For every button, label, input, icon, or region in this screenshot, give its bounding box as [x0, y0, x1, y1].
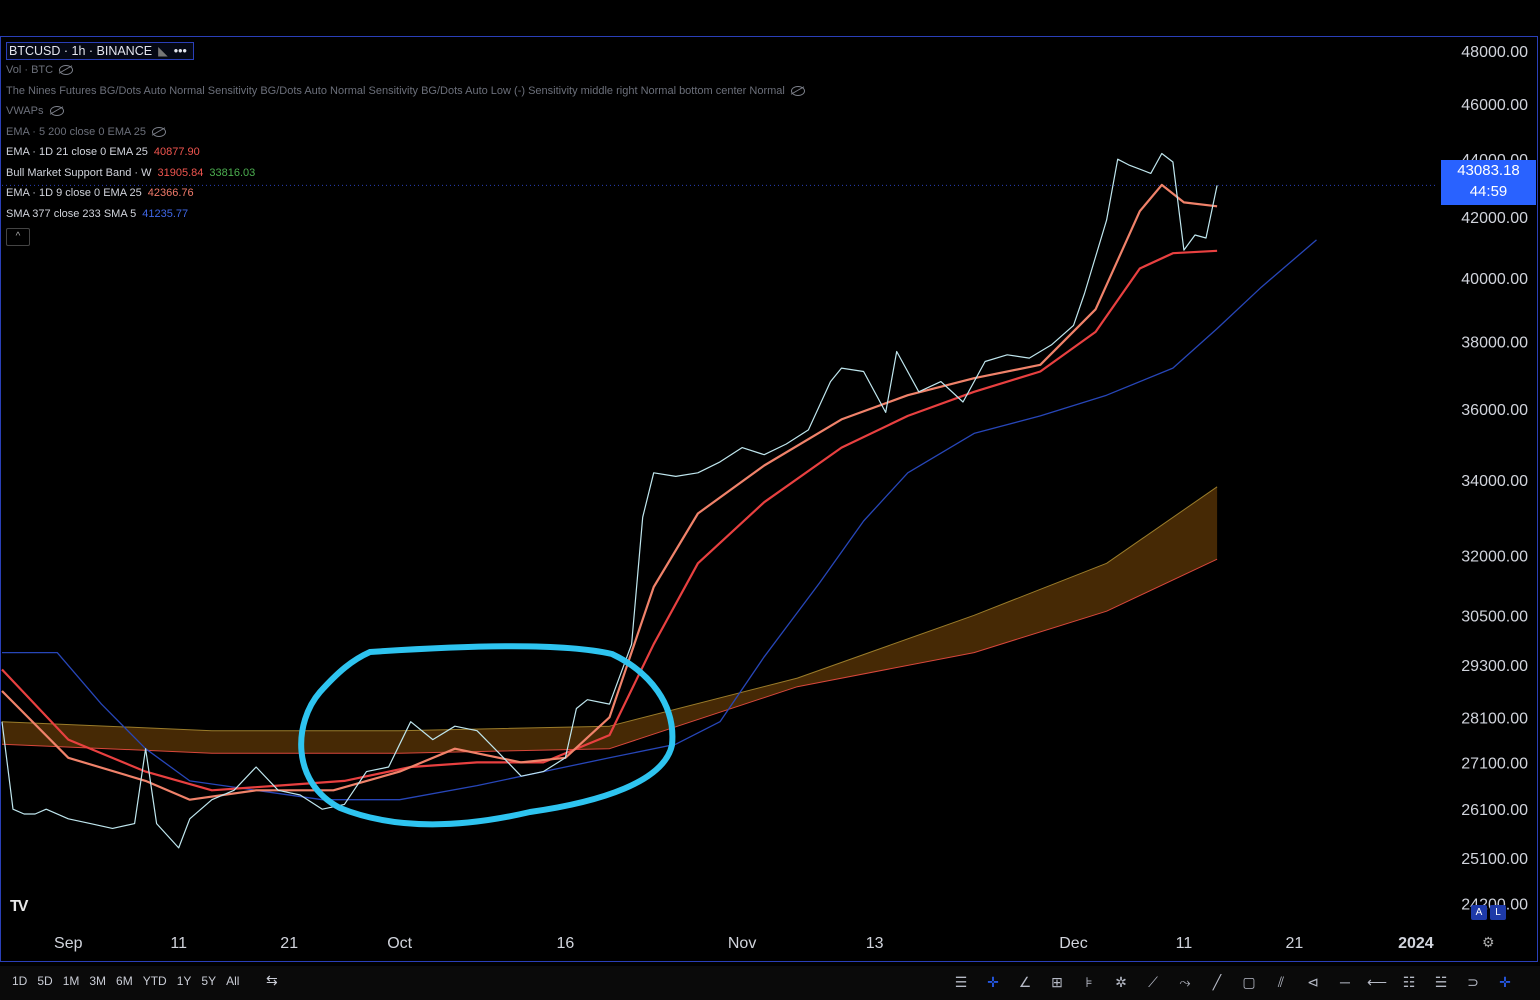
bull-band-value-2: 33816.03: [209, 166, 256, 179]
auto-scale-button[interactable]: A: [1471, 905, 1487, 920]
time-tick-label: 2024: [1398, 935, 1434, 952]
ema9-label: EMA · 1D 9 close 0 EMA 25: [6, 187, 142, 199]
flag-icon[interactable]: ◣: [158, 43, 168, 58]
price-tick-label: 38000.00: [1461, 335, 1528, 352]
more-icon[interactable]: •••: [173, 43, 187, 58]
nines-label: The Nines Futures BG/Dots Auto Normal Se…: [6, 84, 785, 97]
series-line-band-lower: [1, 558, 1218, 754]
lock-icon[interactable]: ✛: [1499, 973, 1511, 990]
price-tick-label: 29300.00: [1461, 658, 1528, 675]
ema5-label: EMA · 5 200 close 0 EMA 25: [6, 125, 147, 138]
series-line-ema9: [1, 183, 1218, 801]
hline-icon[interactable]: ─: [1340, 974, 1350, 990]
series-line-ema21: [1, 249, 1218, 792]
bull-band-fill: [2, 486, 1218, 754]
symbol-box[interactable]: BTCUSD · 1h · BINANCE ◣ •••: [6, 42, 194, 60]
circle-annotation: [298, 643, 676, 828]
rectangle-icon[interactable]: ▢: [1242, 973, 1256, 990]
zoom-icon[interactable]: ☱: [1434, 973, 1448, 990]
calendar-icon[interactable]: ⇆: [266, 972, 278, 988]
time-tick-label: 16: [556, 935, 574, 952]
series-line-price: [1, 152, 1218, 849]
hidden-eye-icon[interactable]: [790, 85, 805, 96]
price-tick-label: 30500.00: [1461, 608, 1528, 625]
range-ytd[interactable]: YTD: [142, 974, 167, 988]
last-price-tag: 43083.18 44:59: [1441, 160, 1536, 205]
range-5d[interactable]: 5D: [37, 974, 53, 988]
ema9-value: 42366.76: [147, 187, 194, 199]
pattern-icon[interactable]: ⊞: [1051, 973, 1063, 990]
time-tick-label: 13: [866, 935, 884, 952]
bottom-toolbar: [0, 966, 1540, 1000]
symbol-label: BTCUSD · 1h · BINANCE: [9, 43, 153, 58]
price-tick-label: 32000.00: [1461, 549, 1528, 566]
time-tick-label: 21: [280, 935, 298, 952]
measure-icon[interactable]: ☷: [1402, 973, 1416, 990]
chart-frame: [0, 36, 1538, 962]
log-scale-button[interactable]: L: [1490, 905, 1506, 920]
time-tick-label: 21: [1286, 935, 1304, 952]
range-3m[interactable]: 3M: [89, 974, 107, 988]
sma-label: SMA 377 close 233 SMA 5: [6, 207, 137, 220]
axis-mode-buttons: A L: [1471, 905, 1506, 920]
sma-value: 41235.77: [142, 207, 189, 220]
range-5y[interactable]: 5Y: [201, 974, 217, 988]
magnet-icon[interactable]: ⊃: [1467, 973, 1479, 990]
vwaps-label: VWAPs: [6, 105, 44, 117]
vol-label: Vol · BTC: [6, 64, 54, 76]
drawing-tools: ☰ ✛ ∠ ⊞ ⊧ ✲ ⟋ ⤳ ╱ ▢ ⫽ ⊲ ─ ⟵ ☷ ☱ ⊃ ✛: [948, 970, 1518, 994]
price-tick-label: 25100.00: [1461, 851, 1528, 868]
time-tick-label: Dec: [1059, 935, 1087, 952]
range-1d[interactable]: 1D: [12, 974, 28, 988]
price-tick-label: 28100.00: [1461, 710, 1528, 727]
range-all[interactable]: All: [226, 974, 240, 988]
range-1m[interactable]: 1M: [62, 974, 80, 988]
time-tick-label: Sep: [54, 935, 83, 952]
tradingview-logo-icon[interactable]: TV: [10, 898, 29, 915]
line-icon[interactable]: ╱: [1212, 973, 1222, 990]
last-price-value: 43083.18: [1457, 162, 1520, 179]
price-tick-label: 36000.00: [1461, 402, 1528, 419]
price-tick-label: 40000.00: [1461, 271, 1528, 288]
time-tick-label: Oct: [387, 935, 412, 952]
date-range-buttons: 1D 5D 1M 3M 6M YTD 1Y 5Y All: [12, 974, 239, 988]
range-1y[interactable]: 1Y: [176, 974, 192, 988]
trendline-icon[interactable]: ∠: [1018, 973, 1032, 990]
path-icon[interactable]: ⤳: [1179, 973, 1191, 990]
series-line-band-upper: [1, 486, 1218, 732]
time-tick-label: Nov: [728, 935, 756, 952]
hidden-eye-icon[interactable]: [49, 106, 64, 117]
hidden-eye-icon[interactable]: [59, 65, 74, 76]
series-line-sma: [2, 239, 1317, 801]
parallel-icon[interactable]: ⫽: [1277, 973, 1285, 990]
bull-band-label: Bull Market Support Band · W: [6, 166, 152, 179]
collapse-legend-button[interactable]: ^: [6, 228, 30, 246]
price-tick-label: 48000.00: [1461, 44, 1528, 61]
price-tick-label: 26100.00: [1461, 802, 1528, 819]
price-tick-label: 42000.00: [1461, 210, 1528, 227]
series-layer: [1, 152, 1317, 849]
ema21-value: 40877.90: [153, 146, 200, 158]
brush-icon[interactable]: ✲: [1115, 973, 1127, 990]
ruler-icon[interactable]: ⟋: [1148, 973, 1158, 990]
crosshair-icon[interactable]: ☰: [954, 973, 968, 990]
bar-countdown: 44:59: [1469, 183, 1508, 200]
fib-icon[interactable]: ⊧: [1085, 973, 1093, 990]
range-6m[interactable]: 6M: [116, 974, 133, 988]
settings-icon[interactable]: ⚙: [1482, 934, 1495, 950]
arrow-icon[interactable]: ⊲: [1307, 973, 1319, 990]
hidden-eye-icon[interactable]: [152, 126, 167, 137]
cursor-icon[interactable]: ✛: [987, 973, 999, 990]
ray-icon[interactable]: ⟵: [1366, 973, 1388, 990]
time-tick-label: 11: [170, 935, 187, 952]
time-tick-label: 11: [1176, 935, 1193, 952]
bull-band-value-1: 31905.84: [157, 166, 204, 179]
time-axis: Sep 11 21 Oct 16 Nov 13 Dec 11 21 2024: [54, 935, 1434, 952]
indicator-legend: BTCUSD · 1h · BINANCE ◣ ••• Vol · BTC Th…: [6, 42, 805, 246]
price-tick-label: 27100.00: [1461, 755, 1528, 772]
ema21-label: EMA · 1D 21 close 0 EMA 25: [6, 146, 148, 158]
price-tick-label: 46000.00: [1461, 97, 1528, 114]
price-tick-label: 34000.00: [1461, 473, 1528, 490]
